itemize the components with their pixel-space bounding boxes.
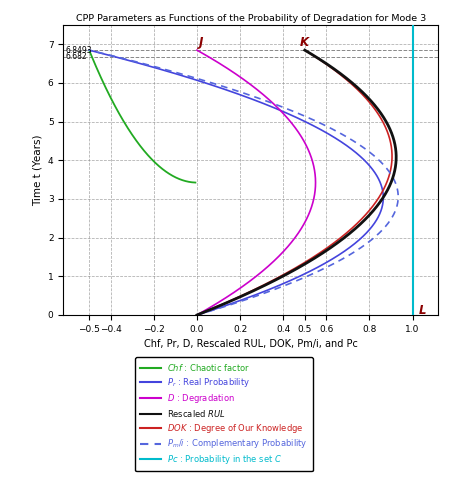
Legend: $\mathit{Chf}$ : Chaotic factor, $\mathit{P_r}$ : Real Probability, $\mathit{D}$: $\mathit{Chf}$ : Chaotic factor, $\mathi…: [135, 357, 313, 472]
Text: 6.8493: 6.8493: [65, 46, 92, 54]
X-axis label: Chf, Pr, D, Rescaled RUL, DOK, Pm/i, and Pc: Chf, Pr, D, Rescaled RUL, DOK, Pm/i, and…: [143, 340, 357, 349]
Title: CPP Parameters as Functions of the Probability of Degradation for Mode 3: CPP Parameters as Functions of the Proba…: [76, 14, 425, 23]
Text: L: L: [418, 304, 426, 317]
Text: 6.682: 6.682: [65, 52, 87, 61]
Text: J: J: [198, 36, 203, 49]
Text: K: K: [299, 36, 308, 49]
Y-axis label: Time t (Years): Time t (Years): [32, 134, 42, 206]
